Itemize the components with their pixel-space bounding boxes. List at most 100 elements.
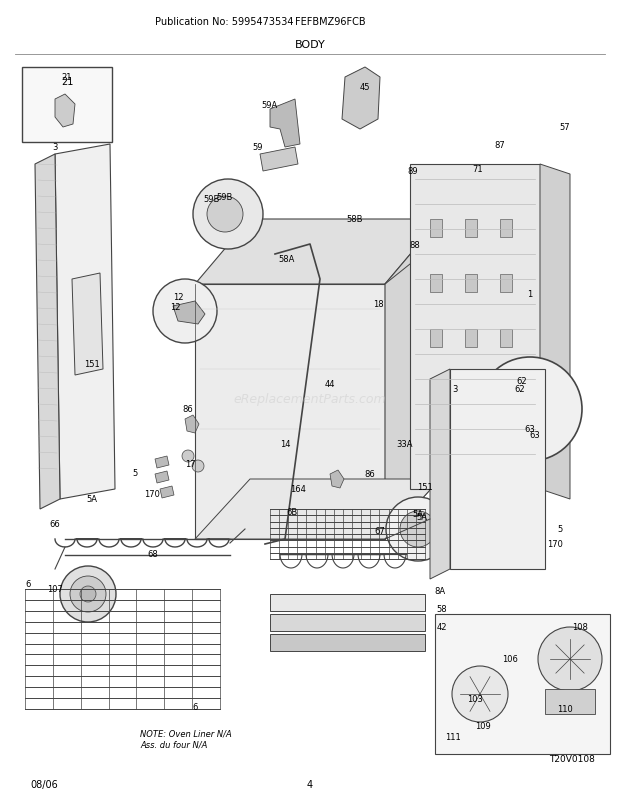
Polygon shape [195, 480, 440, 539]
Circle shape [60, 566, 116, 622]
Circle shape [538, 627, 602, 691]
Circle shape [153, 280, 217, 343]
Text: 59B: 59B [217, 193, 233, 202]
Text: 62: 62 [516, 377, 528, 386]
Text: 5: 5 [133, 469, 138, 478]
Text: BODY: BODY [294, 40, 326, 50]
Circle shape [192, 460, 204, 472]
Polygon shape [160, 486, 174, 498]
Polygon shape [35, 155, 60, 509]
Text: 21: 21 [61, 77, 73, 87]
Polygon shape [410, 164, 540, 489]
FancyBboxPatch shape [430, 220, 442, 237]
FancyBboxPatch shape [500, 220, 512, 237]
Polygon shape [270, 100, 300, 148]
Text: 86: 86 [365, 470, 375, 479]
Text: 58A: 58A [279, 255, 295, 264]
Text: 63: 63 [525, 425, 536, 434]
Polygon shape [195, 285, 385, 539]
FancyBboxPatch shape [465, 274, 477, 293]
Polygon shape [195, 220, 440, 285]
Text: 109: 109 [475, 722, 491, 731]
Text: 170: 170 [547, 540, 563, 549]
Polygon shape [173, 302, 205, 325]
Text: 103: 103 [467, 695, 483, 703]
FancyBboxPatch shape [465, 330, 477, 347]
Text: 4: 4 [307, 779, 313, 789]
Text: 12: 12 [173, 294, 184, 302]
Text: 6B: 6B [286, 508, 298, 516]
Circle shape [452, 666, 508, 722]
Text: FEFBMZ96FCB: FEFBMZ96FCB [294, 17, 365, 27]
Polygon shape [330, 471, 344, 488]
Text: 107: 107 [47, 585, 63, 593]
Polygon shape [342, 68, 380, 130]
Text: 111: 111 [445, 732, 461, 742]
Polygon shape [540, 164, 570, 500]
Text: 86: 86 [183, 405, 193, 414]
Text: 8A: 8A [435, 587, 446, 596]
Text: 66: 66 [50, 520, 60, 529]
Text: 68: 68 [148, 550, 158, 559]
Text: 88: 88 [410, 241, 420, 249]
Text: 58: 58 [436, 605, 447, 614]
Polygon shape [55, 95, 75, 128]
Text: 45: 45 [360, 83, 370, 92]
Circle shape [80, 586, 96, 602]
Text: 151: 151 [417, 483, 433, 492]
Text: 170: 170 [144, 490, 160, 499]
Text: eReplacementParts.com: eReplacementParts.com [234, 393, 386, 406]
Text: 6: 6 [192, 703, 198, 711]
Text: 21: 21 [62, 74, 73, 83]
Polygon shape [260, 148, 298, 172]
FancyBboxPatch shape [430, 274, 442, 293]
FancyBboxPatch shape [430, 330, 442, 347]
Text: 3: 3 [52, 144, 58, 152]
Text: 67: 67 [374, 527, 386, 536]
Circle shape [400, 512, 436, 547]
Circle shape [193, 180, 263, 249]
Text: 5A: 5A [412, 510, 423, 519]
Text: 59: 59 [253, 142, 264, 152]
Text: 59B: 59B [204, 195, 220, 205]
Text: Publication No: 5995473534: Publication No: 5995473534 [155, 17, 293, 27]
FancyBboxPatch shape [500, 384, 512, 403]
Text: 1: 1 [528, 290, 533, 299]
Text: 44: 44 [325, 380, 335, 389]
Circle shape [386, 497, 450, 561]
FancyBboxPatch shape [465, 220, 477, 237]
Text: 42: 42 [436, 622, 447, 632]
Circle shape [182, 451, 194, 463]
Polygon shape [270, 614, 425, 631]
Text: 33A: 33A [397, 440, 414, 449]
Text: 151: 151 [84, 360, 100, 369]
Polygon shape [450, 370, 545, 569]
FancyBboxPatch shape [22, 68, 112, 143]
Text: 08/06: 08/06 [30, 779, 58, 789]
Text: 17: 17 [185, 460, 195, 469]
Text: 5A: 5A [417, 512, 428, 522]
FancyBboxPatch shape [500, 274, 512, 293]
Text: 14: 14 [280, 440, 290, 449]
Text: 164: 164 [290, 485, 306, 494]
Polygon shape [270, 594, 425, 611]
Polygon shape [185, 415, 199, 433]
Text: 5A: 5A [87, 495, 97, 504]
FancyBboxPatch shape [430, 384, 442, 403]
Text: 108: 108 [572, 622, 588, 632]
FancyBboxPatch shape [465, 384, 477, 403]
Polygon shape [430, 370, 450, 579]
Text: 6: 6 [25, 580, 30, 589]
Polygon shape [155, 472, 169, 484]
Text: 18: 18 [373, 300, 383, 309]
Polygon shape [270, 634, 425, 651]
Circle shape [70, 577, 106, 612]
Text: 63: 63 [529, 431, 541, 440]
FancyBboxPatch shape [505, 395, 540, 416]
Polygon shape [385, 220, 440, 539]
Text: 62: 62 [515, 385, 525, 394]
Text: T20V0108: T20V0108 [549, 755, 595, 764]
Text: 59A: 59A [262, 100, 278, 109]
FancyBboxPatch shape [545, 689, 595, 714]
Text: 12: 12 [170, 303, 180, 312]
